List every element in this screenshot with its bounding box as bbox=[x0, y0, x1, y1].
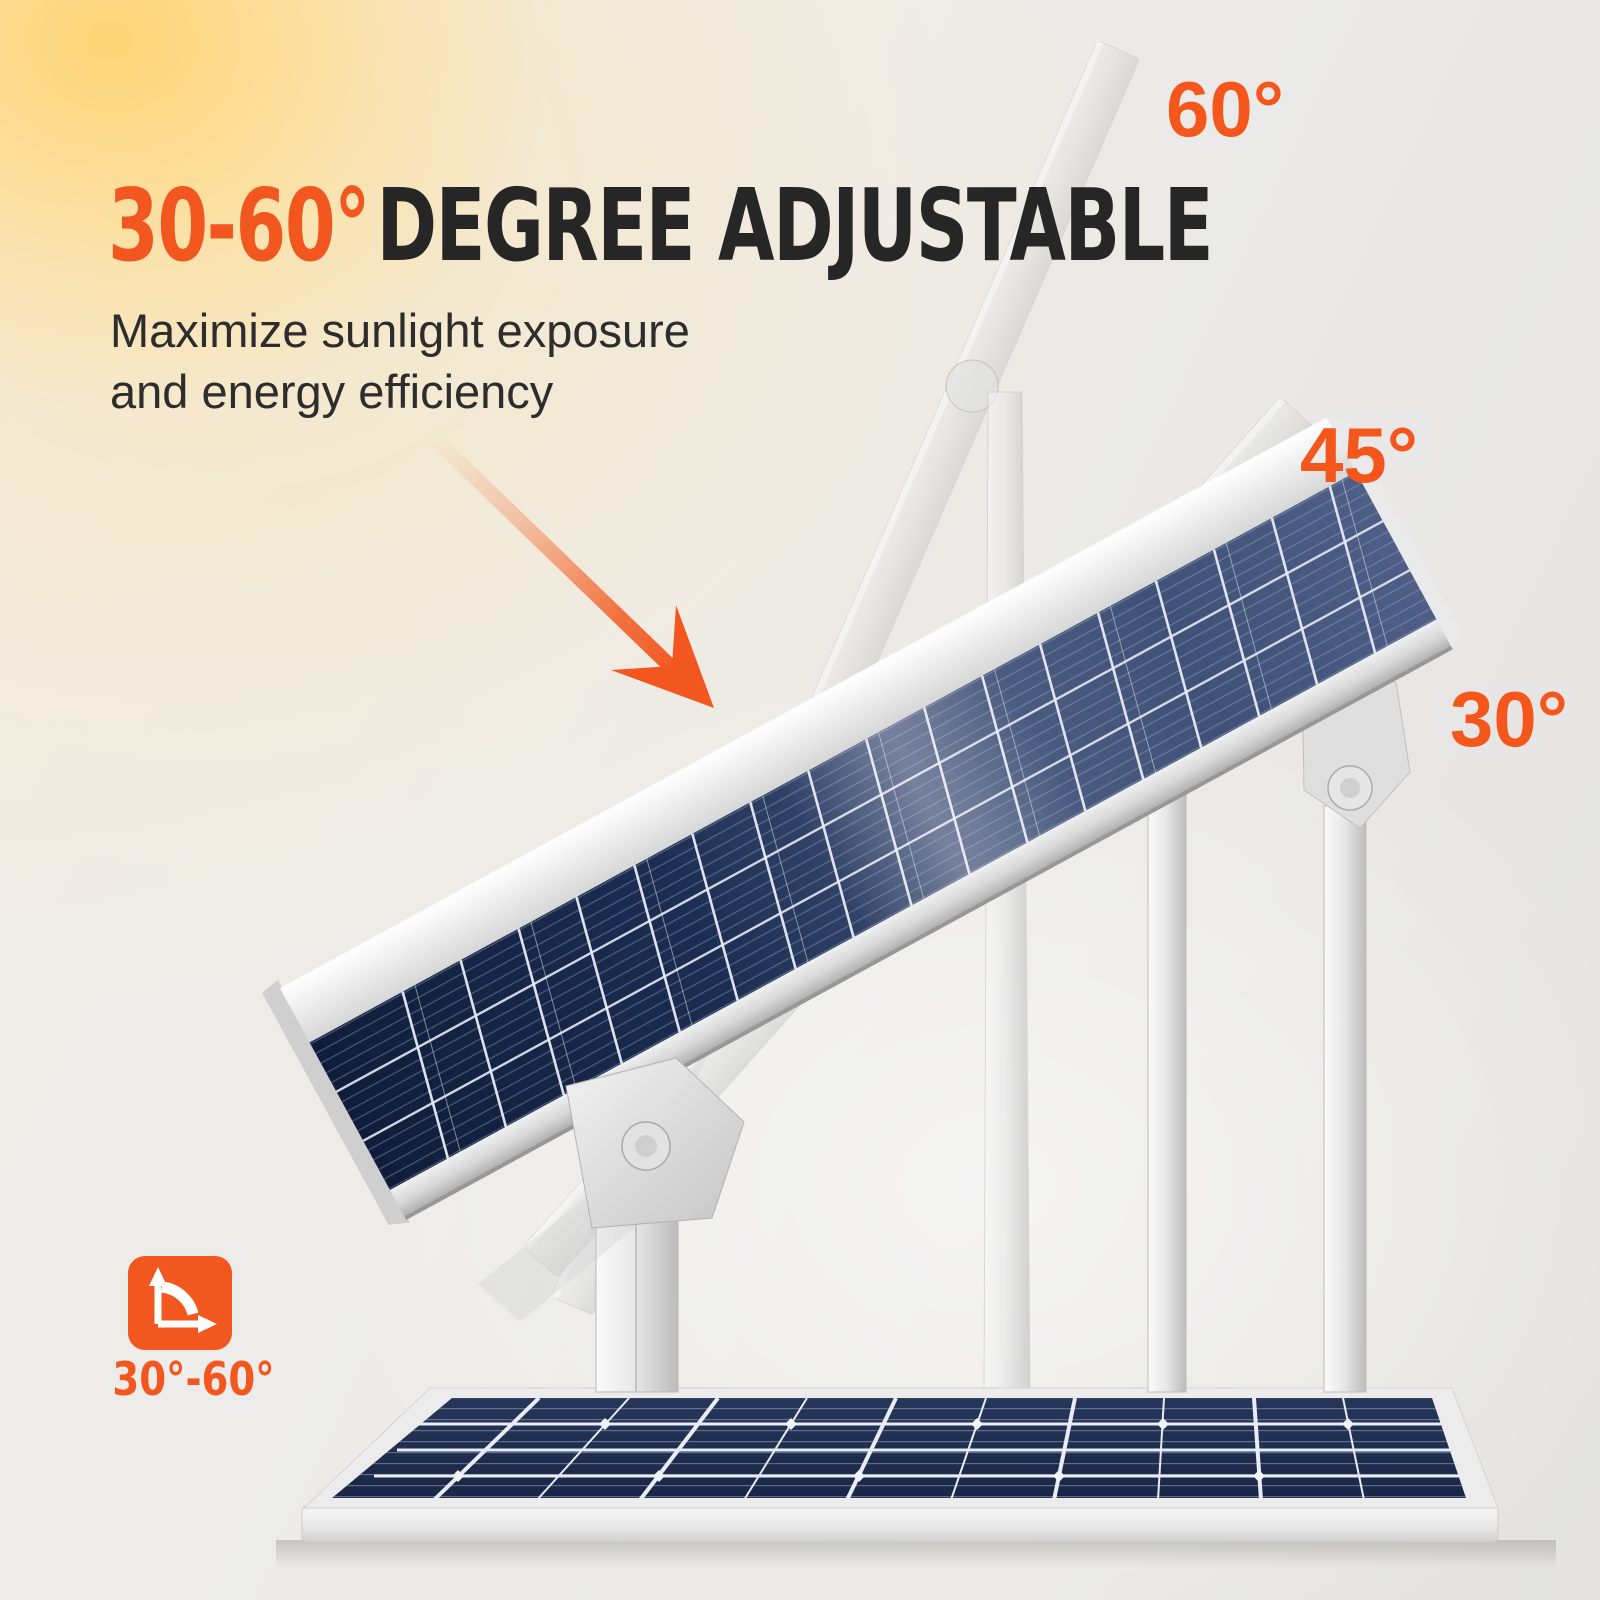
subtitle: Maximize sunlight exposure and energy ef… bbox=[110, 300, 690, 422]
badge-label: 30°-60° bbox=[112, 1352, 275, 1406]
page-title: 30-60°DEGREE ADJUSTABLE bbox=[108, 176, 1214, 276]
angle-label-30: 30° bbox=[1450, 675, 1568, 763]
angle-label-60: 60° bbox=[1166, 65, 1284, 153]
grid-connectors bbox=[452, 1418, 1354, 1482]
subtitle-line-1: Maximize sunlight exposure bbox=[110, 304, 690, 357]
tilt-arrow bbox=[424, 428, 714, 708]
angle-label-45: 45° bbox=[1300, 411, 1418, 499]
ground-shadow bbox=[276, 1540, 1556, 1568]
ground-base bbox=[301, 1505, 1499, 1543]
headline-range: 30-60° bbox=[108, 167, 371, 284]
ground-solar-panel bbox=[302, 1387, 1499, 1509]
headline-rest: DEGREE ADJUSTABLE bbox=[376, 167, 1214, 284]
main-solar-panel bbox=[262, 417, 1463, 1225]
subtitle-line-2: and energy efficiency bbox=[110, 365, 554, 418]
front-bracket bbox=[565, 1057, 745, 1229]
angle-range-icon bbox=[128, 1256, 232, 1350]
support-post-rear bbox=[1323, 805, 1367, 1393]
